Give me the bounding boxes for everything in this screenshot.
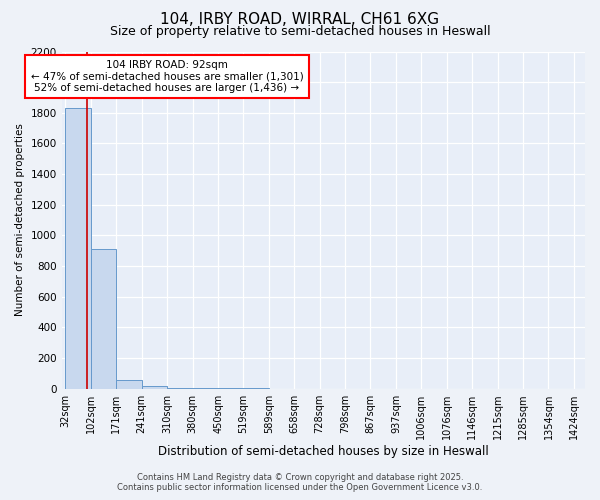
Text: 104, IRBY ROAD, WIRRAL, CH61 6XG: 104, IRBY ROAD, WIRRAL, CH61 6XG xyxy=(160,12,440,28)
Bar xyxy=(142,386,167,388)
Bar xyxy=(65,108,91,388)
Bar xyxy=(116,380,142,388)
Text: Size of property relative to semi-detached houses in Heswall: Size of property relative to semi-detach… xyxy=(110,25,490,38)
Text: Contains HM Land Registry data © Crown copyright and database right 2025.
Contai: Contains HM Land Registry data © Crown c… xyxy=(118,473,482,492)
X-axis label: Distribution of semi-detached houses by size in Heswall: Distribution of semi-detached houses by … xyxy=(158,444,489,458)
Bar xyxy=(91,249,116,388)
Text: 104 IRBY ROAD: 92sqm
← 47% of semi-detached houses are smaller (1,301)
52% of se: 104 IRBY ROAD: 92sqm ← 47% of semi-detac… xyxy=(31,60,303,93)
Y-axis label: Number of semi-detached properties: Number of semi-detached properties xyxy=(15,124,25,316)
